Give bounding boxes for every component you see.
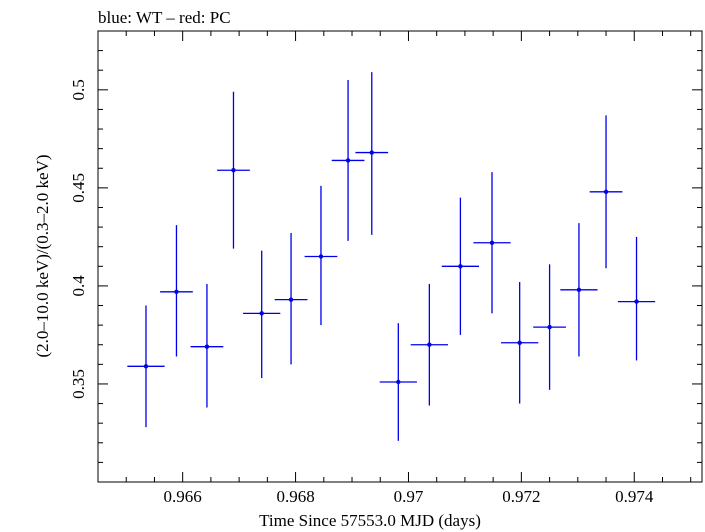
data-point — [617, 236, 656, 361]
data-point — [379, 323, 417, 441]
x-tick-labels: 0.966 0.968 0.97 0.972 0.974 — [164, 487, 654, 506]
data-point — [473, 172, 511, 314]
point-marker — [396, 379, 401, 385]
point-marker — [547, 324, 552, 330]
y-axis-label: (2.0–10.0 keV)/(0.3–2.0 keV) — [33, 154, 52, 357]
data-point — [560, 223, 598, 357]
point-marker — [345, 158, 351, 163]
data-point — [217, 91, 250, 249]
data-point — [190, 283, 224, 408]
x-tick-label: 0.974 — [615, 487, 654, 506]
data-point — [501, 281, 539, 404]
point-marker — [576, 287, 582, 293]
point-marker — [427, 342, 432, 347]
data-point — [304, 185, 338, 326]
point-marker — [204, 344, 210, 349]
data-point — [274, 232, 308, 365]
data-point — [410, 283, 448, 406]
data-point — [160, 225, 193, 357]
y-tick-label: 0.4 — [69, 275, 88, 297]
x-tick-label: 0.972 — [502, 487, 540, 506]
point-marker — [288, 297, 294, 302]
point-marker — [143, 364, 149, 369]
data-point — [243, 250, 281, 379]
plot-frame — [97, 30, 703, 483]
point-marker — [458, 264, 463, 269]
point-marker — [318, 254, 324, 259]
point-marker — [517, 340, 522, 345]
data-point — [533, 264, 566, 390]
axis-ticks — [98, 30, 702, 482]
y-tick-labels: 0.35 0.4 0.45 0.5 — [69, 79, 88, 399]
data-point — [441, 197, 480, 335]
data-point — [331, 80, 365, 241]
chart-title: blue: WT – red: PC — [98, 8, 231, 27]
y-tick-label: 0.35 — [69, 369, 88, 399]
y-tick-label: 0.5 — [69, 79, 88, 100]
data-point — [127, 305, 165, 428]
point-marker — [489, 240, 495, 245]
y-tick-label: 0.45 — [69, 173, 88, 203]
series-wt — [127, 72, 656, 441]
point-marker — [603, 189, 609, 194]
data-points — [127, 72, 656, 441]
data-point — [589, 115, 623, 269]
x-tick-label: 0.97 — [394, 487, 424, 506]
x-tick-label: 0.968 — [276, 487, 314, 506]
point-marker — [369, 150, 374, 155]
point-marker — [634, 299, 639, 304]
x-tick-label: 0.966 — [164, 487, 202, 506]
data-point — [355, 72, 389, 235]
point-marker — [174, 289, 179, 294]
point-marker — [231, 168, 236, 173]
x-axis-label: Time Since 57553.0 MJD (days) — [259, 511, 481, 530]
point-marker — [259, 311, 264, 316]
